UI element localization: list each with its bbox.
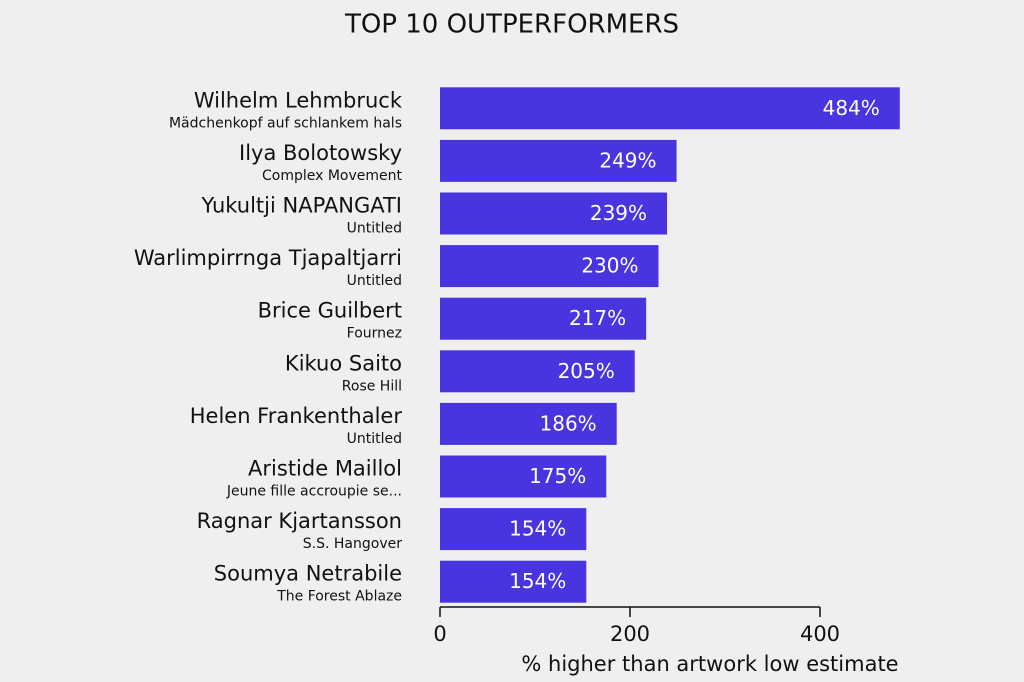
x-tick-label: 400 [800,622,840,646]
bar [440,350,635,393]
value-label: 186% [540,411,597,435]
x-tick-label: 0 [433,622,446,646]
x-tick-label: 200 [610,622,650,646]
bar [440,245,659,288]
artwork-label: Rose Hill [342,378,402,394]
artwork-label: Mädchenkopf auf schlankem hals [169,115,402,131]
value-label: 217% [569,306,626,330]
bar [440,87,900,130]
artwork-label: Untitled [347,273,402,289]
value-label: 205% [558,359,615,383]
category-label: Ilya Bolotowsky [239,141,402,165]
category-label: Helen Frankenthaler [190,404,403,428]
value-label: 484% [823,96,880,120]
category-label: Kikuo Saito [285,351,402,375]
bar [440,508,587,551]
artwork-label: S.S. Hangover [303,536,402,552]
bar [440,192,668,235]
value-label: 249% [599,148,656,172]
value-label: 239% [590,201,647,225]
artwork-label: Untitled [347,431,402,447]
bar [440,455,607,498]
category-label: Soumya Netrabile [214,562,402,586]
value-label: 175% [529,464,586,488]
value-label: 154% [509,517,566,541]
category-label: Warlimpirrnga Tjapaltjarri [134,246,402,270]
category-label: Aristide Maillol [248,457,402,481]
artwork-label: Fournez [347,326,402,342]
category-label: Ragnar Kjartansson [197,509,402,533]
bar [440,297,647,340]
bar [440,139,677,182]
bar [440,560,587,603]
artwork-label: The Forest Ablaze [276,589,402,605]
category-label: Brice Guilbert [258,299,402,323]
bar [440,402,617,445]
value-label: 230% [581,254,638,278]
category-label: Yukultji NAPANGATI [201,194,402,218]
category-label: Wilhelm Lehmbruck [194,88,403,112]
artwork-label: Untitled [347,221,402,237]
value-label: 154% [509,569,566,593]
artwork-label: Jeune fille accroupie se... [226,484,402,500]
artwork-label: Complex Movement [262,168,403,184]
chart-title: TOP 10 OUTPERFORMERS [344,10,679,40]
x-axis-label: % higher than artwork low estimate [521,652,898,676]
